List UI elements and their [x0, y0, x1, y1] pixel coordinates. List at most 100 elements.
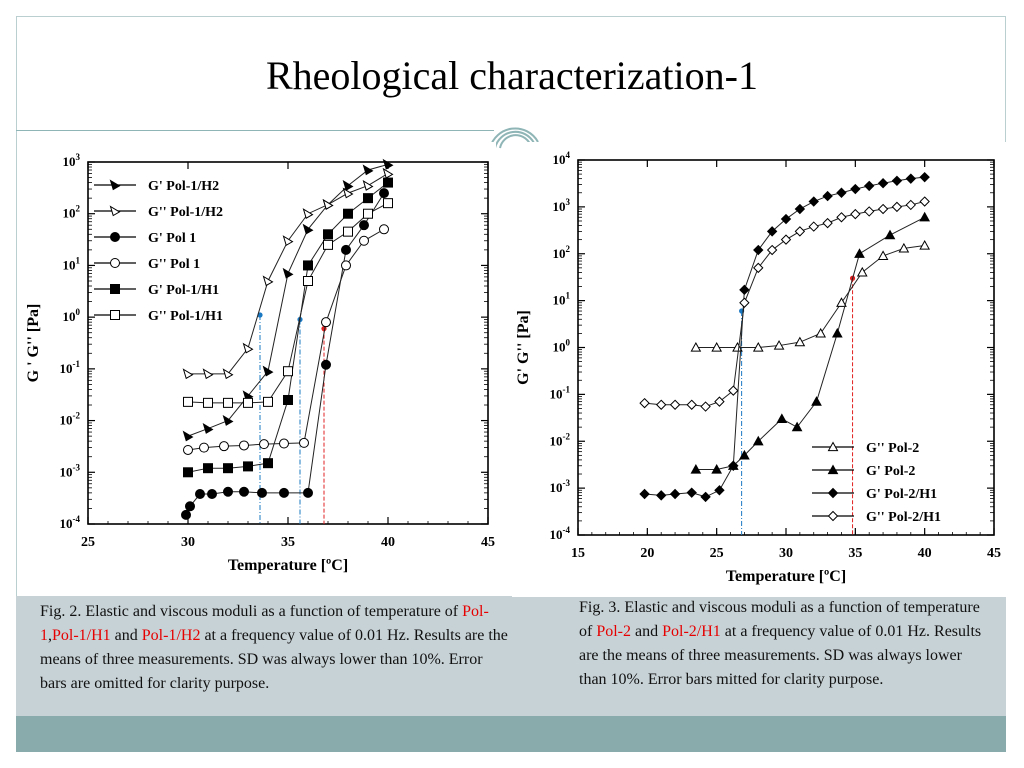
y-tick-label: 10-2	[550, 431, 571, 448]
series-group	[183, 177, 393, 478]
y-tick-label: 10-3	[550, 478, 571, 495]
data-point	[323, 239, 333, 250]
data-point	[379, 188, 389, 199]
legend-marker	[109, 205, 121, 217]
data-point	[262, 275, 274, 287]
data-point	[321, 317, 331, 328]
data-point	[363, 208, 373, 219]
legend-marker	[827, 464, 839, 475]
caption-fig2-rest: at a frequency value of 0.01 Hz. Results…	[40, 627, 508, 692]
legend-marker	[110, 258, 120, 268]
data-point	[836, 212, 847, 223]
data-point	[303, 487, 313, 498]
data-point	[203, 397, 213, 408]
data-point	[363, 193, 373, 204]
data-point	[183, 467, 193, 478]
data-point	[753, 262, 764, 274]
data-point	[891, 175, 903, 187]
series-group	[183, 224, 389, 455]
data-point	[263, 458, 273, 469]
data-point	[323, 229, 333, 240]
data-point	[341, 260, 351, 271]
data-point	[669, 399, 681, 410]
data-point	[343, 226, 353, 237]
data-point	[655, 490, 667, 501]
legend-marker	[110, 232, 120, 242]
data-point	[282, 267, 294, 279]
data-point	[776, 413, 788, 423]
y-tick-label: 10-1	[60, 359, 81, 376]
data-point	[808, 196, 819, 207]
series-group	[690, 239, 931, 352]
caption-fig3-highlight-1: Pol-2	[596, 623, 631, 640]
x-tick-label: 35	[848, 546, 862, 561]
data-point	[905, 199, 917, 211]
data-point	[714, 396, 725, 407]
data-point	[780, 234, 792, 245]
data-point	[822, 190, 833, 202]
legend: G'' Pol-2 G' Pol-2 G' Pol-2/H1 G'' Pol-2/H1	[812, 441, 941, 525]
data-point	[303, 275, 313, 286]
data-point	[383, 198, 393, 209]
data-point	[877, 250, 889, 260]
x-tick-label: 20	[640, 546, 654, 561]
data-point	[639, 397, 650, 409]
data-point	[219, 441, 229, 452]
data-point	[728, 385, 739, 396]
data-point	[223, 463, 233, 474]
data-point	[919, 211, 931, 222]
series-group	[182, 158, 394, 442]
data-point	[382, 158, 394, 170]
x-tick-label: 30	[779, 546, 793, 561]
data-point	[831, 327, 843, 338]
data-point	[877, 177, 889, 189]
y-tick-label: 10-4	[60, 514, 81, 531]
y-tick-label: 100	[63, 307, 81, 324]
data-point	[279, 438, 289, 449]
data-point	[242, 342, 254, 354]
data-point	[850, 208, 861, 220]
title-divider-left	[16, 130, 494, 131]
data-point	[766, 244, 778, 256]
series-line	[187, 182, 389, 473]
data-point	[263, 396, 273, 407]
data-point	[222, 368, 234, 380]
data-point	[181, 509, 191, 520]
data-point	[382, 167, 394, 179]
caption-fig2-mid: and	[110, 627, 142, 644]
data-point	[732, 341, 743, 352]
legend-marker	[827, 487, 839, 499]
data-point	[199, 442, 209, 453]
data-point	[183, 444, 193, 455]
slide-title: Rheological characterization-1	[266, 53, 758, 98]
data-point	[182, 368, 194, 380]
data-point	[791, 421, 803, 432]
series-line	[695, 245, 925, 348]
data-point	[343, 208, 353, 219]
data-point	[239, 486, 249, 497]
data-point	[898, 242, 910, 253]
x-tick-label: 25	[710, 546, 724, 561]
chart-svg: 104 103 102 101 100 10-1 10-2 10-3 10-415 20 25 30 3…	[515, 150, 1001, 585]
x-tick-label: 40	[918, 546, 932, 561]
legend-label: G' Pol 1	[148, 231, 196, 246]
data-point	[863, 206, 875, 217]
data-point	[359, 235, 369, 246]
caption-fig2-highlight-3: Pol-1/H2	[141, 627, 201, 644]
caption-fig2-sep: ,	[48, 627, 52, 644]
data-point	[359, 220, 369, 231]
data-point	[239, 440, 249, 451]
y-tick-label: 103	[553, 197, 571, 214]
legend-label: G' Pol-2	[866, 464, 915, 479]
y-tick-label: 104	[553, 150, 571, 167]
data-point	[243, 461, 253, 472]
data-point	[752, 435, 764, 446]
data-point	[690, 341, 702, 352]
chart-fig2: 103 102 101 100 10-1 10-2 10-3 10-4 25 30 35 40 45 Te…	[18, 142, 496, 595]
data-point	[279, 487, 289, 498]
data-point	[195, 489, 205, 500]
data-point	[739, 449, 750, 460]
caption-fig3-highlight-2: Pol-2/H1	[662, 623, 721, 640]
legend-label: G' Pol-2/H1	[866, 487, 937, 502]
y-tick-label: 10-2	[60, 411, 81, 428]
